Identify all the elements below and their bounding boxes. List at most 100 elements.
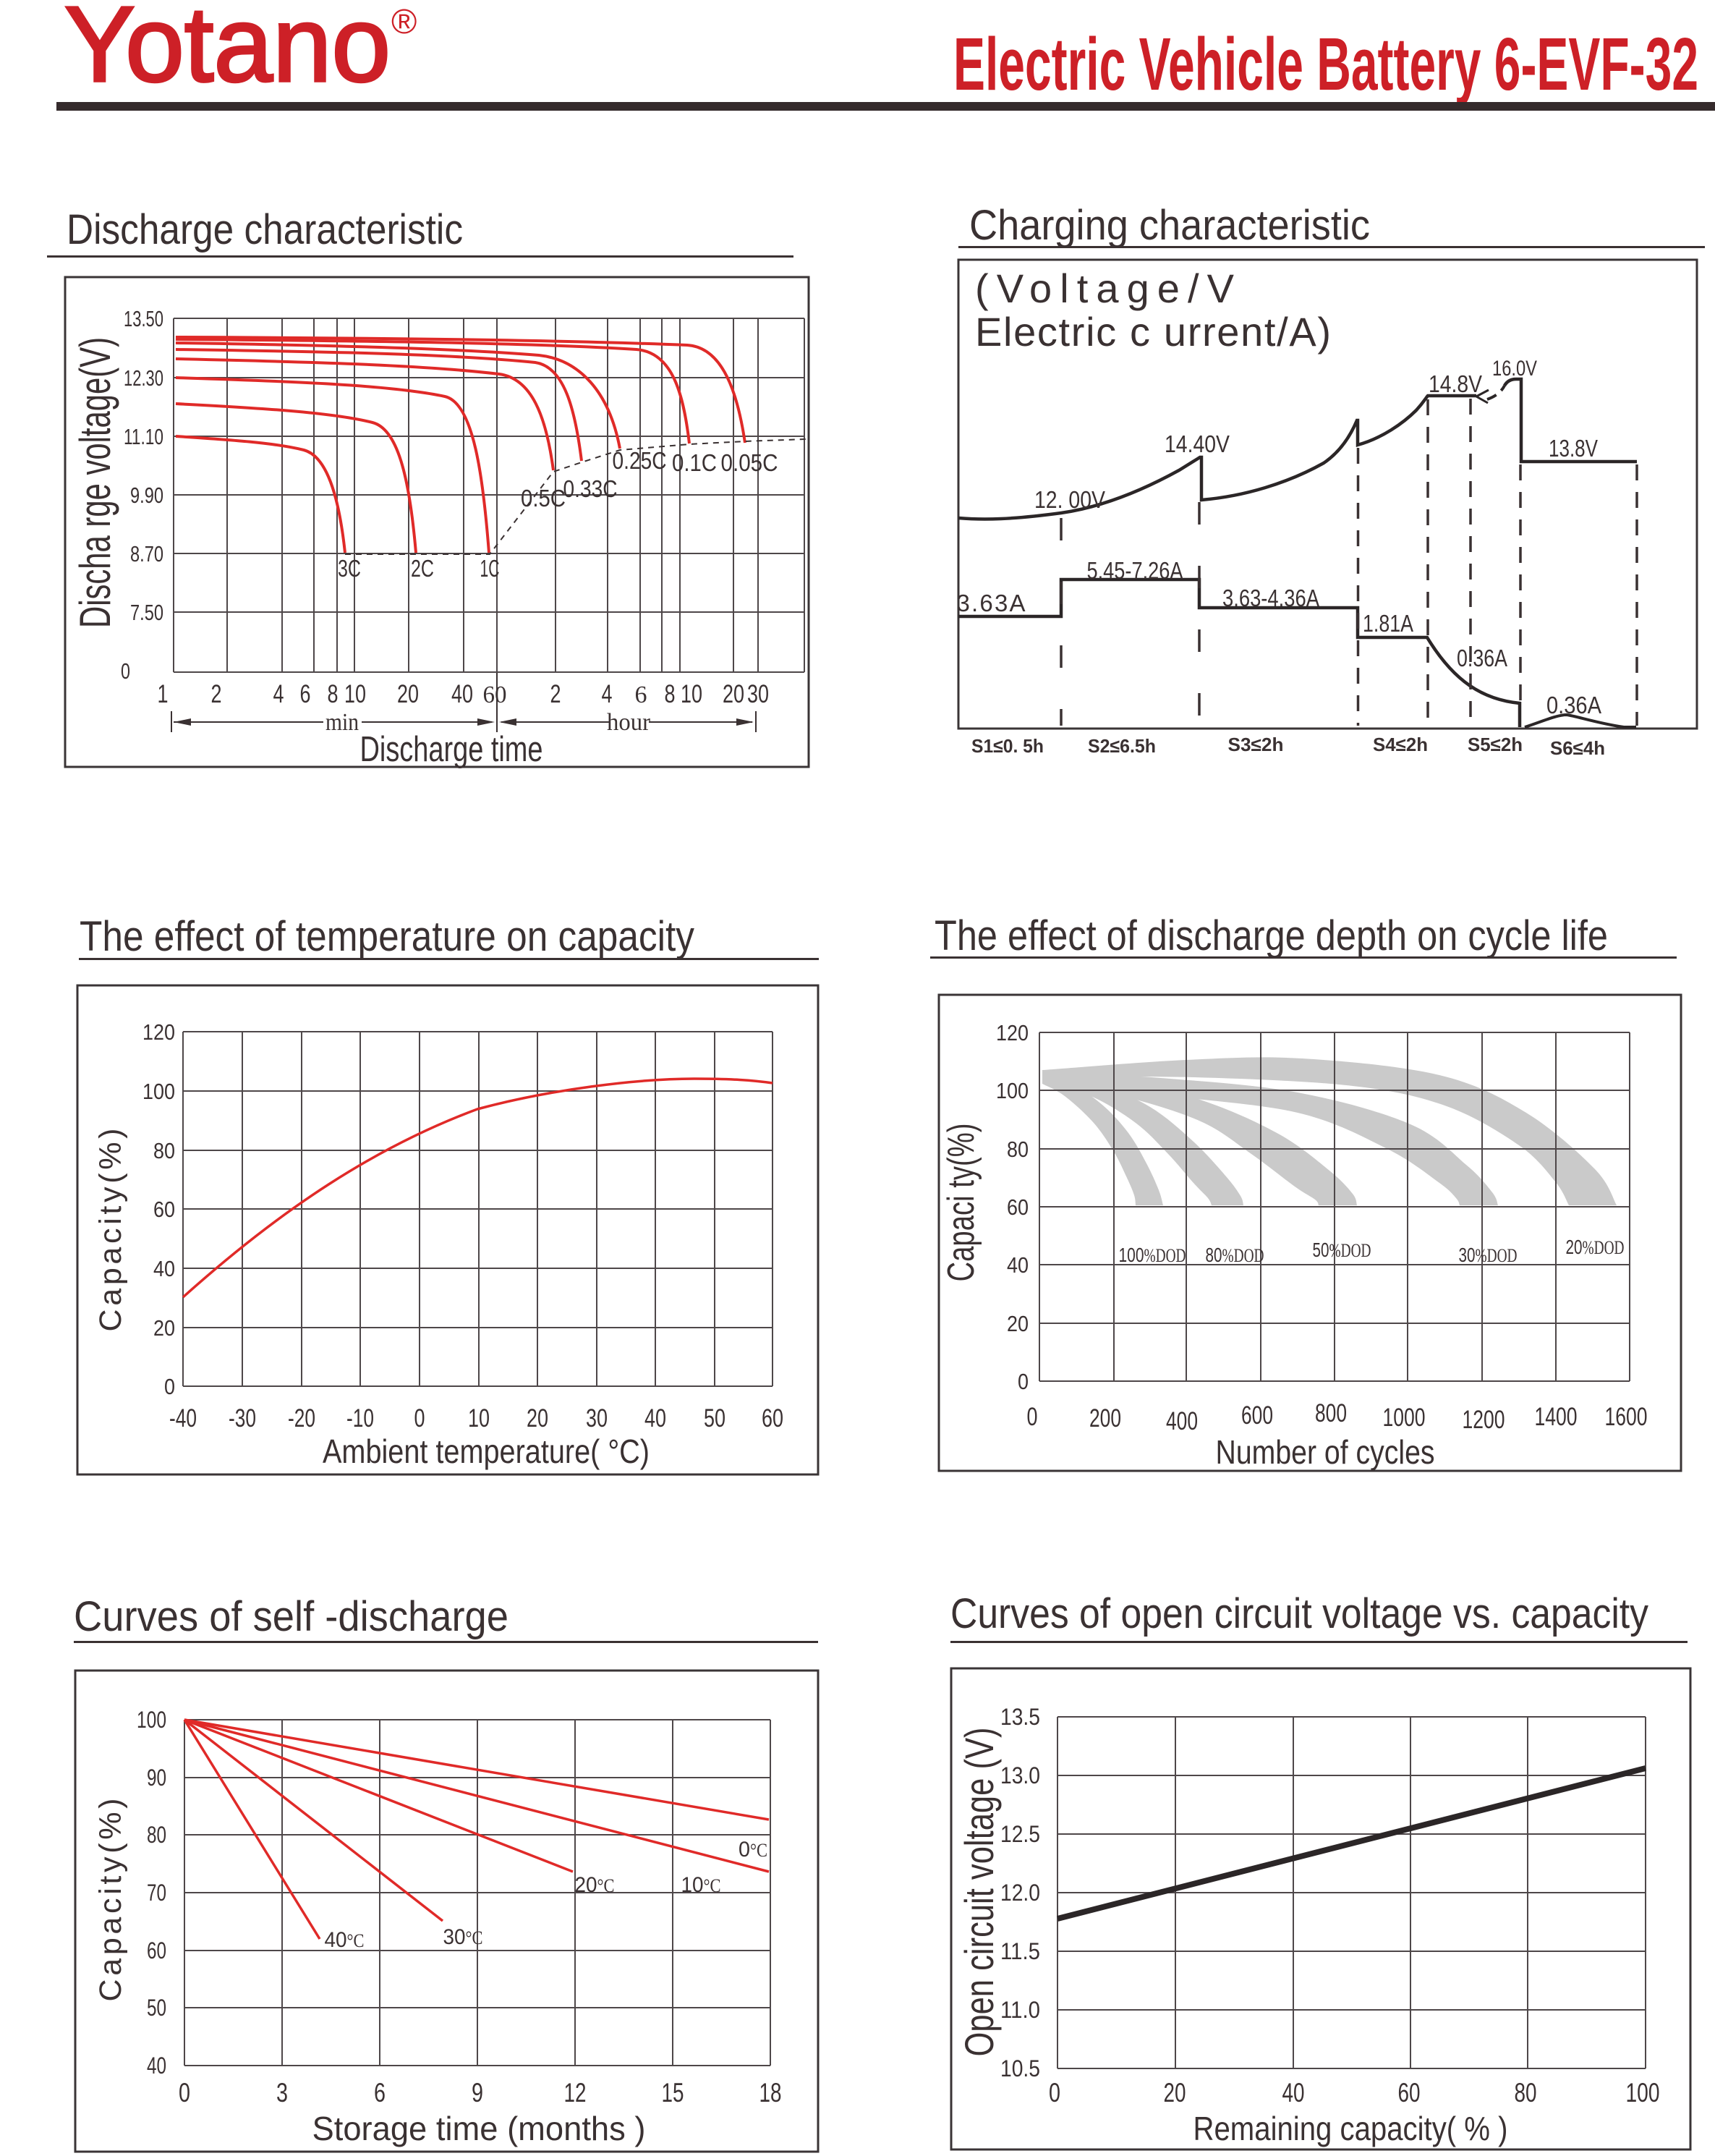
svg-text:S2≤6.5h: S2≤6.5h bbox=[1088, 735, 1156, 757]
svg-text:100: 100 bbox=[996, 1078, 1029, 1103]
svg-text:Electric c urrent/A): Electric c urrent/A) bbox=[975, 309, 1331, 355]
svg-text:min: min bbox=[325, 709, 359, 736]
svg-text:12.30: 12.30 bbox=[124, 365, 163, 391]
svg-text:30: 30 bbox=[747, 680, 769, 708]
svg-text:5.45-7.26A: 5.45-7.26A bbox=[1087, 557, 1183, 584]
svg-text:0.05C: 0.05C bbox=[721, 449, 778, 476]
svg-text:40: 40 bbox=[451, 680, 473, 708]
svg-text:6: 6 bbox=[635, 682, 647, 708]
svg-text:The effect of discharge depth: The effect of discharge depth on cycle l… bbox=[935, 912, 1608, 959]
svg-text:20: 20 bbox=[575, 1873, 597, 1897]
svg-text:3.63-4.36A: 3.63-4.36A bbox=[1222, 585, 1319, 611]
svg-text:800: 800 bbox=[1315, 1399, 1347, 1427]
svg-text:50: 50 bbox=[704, 1404, 725, 1433]
svg-text:12.5: 12.5 bbox=[1000, 1821, 1040, 1847]
svg-text:2: 2 bbox=[211, 680, 222, 708]
svg-text:S6≤4h: S6≤4h bbox=[1550, 737, 1605, 759]
svg-text:0.1C: 0.1C bbox=[672, 449, 717, 476]
svg-text:20: 20 bbox=[723, 680, 744, 708]
svg-text:60: 60 bbox=[1007, 1194, 1029, 1220]
svg-text:120: 120 bbox=[996, 1020, 1029, 1045]
svg-text:13.8V: 13.8V bbox=[1549, 435, 1598, 462]
svg-text:-10: -10 bbox=[346, 1404, 374, 1433]
svg-text:60: 60 bbox=[153, 1197, 175, 1222]
svg-text:80: 80 bbox=[1007, 1137, 1029, 1162]
svg-text:3: 3 bbox=[276, 2078, 288, 2108]
svg-text:0: 0 bbox=[121, 658, 130, 684]
svg-text:0: 0 bbox=[1027, 1403, 1038, 1431]
svg-text:20: 20 bbox=[153, 1315, 175, 1341]
svg-text:Remaining capacity( % ): Remaining capacity( % ) bbox=[1193, 2110, 1508, 2147]
svg-text:80: 80 bbox=[147, 1822, 166, 1848]
svg-text:14.40V: 14.40V bbox=[1165, 430, 1230, 457]
svg-text:80: 80 bbox=[1515, 2078, 1537, 2108]
svg-text:11.5: 11.5 bbox=[1000, 1938, 1040, 1964]
svg-text:°C: °C bbox=[704, 1875, 721, 1896]
svg-text:The effect of temperature on c: The effect of temperature on capacity bbox=[80, 913, 694, 960]
svg-text:Capacity(%): Capacity(%) bbox=[93, 1799, 128, 2002]
svg-text:20: 20 bbox=[1007, 1311, 1029, 1336]
svg-text:80: 80 bbox=[153, 1138, 175, 1163]
svg-text:2: 2 bbox=[550, 680, 561, 708]
svg-text:80: 80 bbox=[1206, 1244, 1222, 1266]
svg-text:Capacity(%): Capacity(%) bbox=[93, 1129, 128, 1332]
svg-text:0: 0 bbox=[739, 1838, 750, 1862]
svg-text:600: 600 bbox=[1241, 1401, 1273, 1430]
svg-text:1600: 1600 bbox=[1605, 1403, 1648, 1431]
svg-text:11.0: 11.0 bbox=[1000, 1997, 1040, 2023]
svg-text:%DOD: %DOD bbox=[1583, 1237, 1625, 1258]
svg-text:1200: 1200 bbox=[1463, 1406, 1505, 1434]
svg-text:Discharge characteristic: Discharge characteristic bbox=[67, 206, 463, 253]
svg-text:-20: -20 bbox=[288, 1404, 315, 1433]
svg-text:1: 1 bbox=[158, 680, 169, 708]
svg-text:15: 15 bbox=[662, 2078, 684, 2108]
svg-text:9.90: 9.90 bbox=[130, 483, 163, 508]
svg-text:0: 0 bbox=[179, 2078, 190, 2108]
svg-text:100: 100 bbox=[1626, 2078, 1660, 2108]
svg-text:3C: 3C bbox=[338, 555, 361, 582]
svg-text:12.0: 12.0 bbox=[1000, 1880, 1040, 1906]
svg-text:2C: 2C bbox=[411, 555, 434, 582]
svg-text:°C: °C bbox=[347, 1930, 365, 1951]
svg-text:Open circuit voltage (V): Open circuit voltage (V) bbox=[956, 1728, 1002, 2057]
svg-text:(Voltage/V: (Voltage/V bbox=[975, 266, 1235, 311]
svg-text:9: 9 bbox=[472, 2078, 483, 2108]
svg-text:12: 12 bbox=[564, 2078, 587, 2108]
svg-text:14.8V: 14.8V bbox=[1429, 370, 1482, 397]
svg-text:40: 40 bbox=[147, 2053, 166, 2079]
svg-text:13.0: 13.0 bbox=[1000, 1762, 1040, 1788]
svg-text:13.50: 13.50 bbox=[124, 306, 163, 331]
svg-text:20: 20 bbox=[527, 1404, 548, 1433]
svg-text:0: 0 bbox=[414, 1404, 425, 1433]
svg-text:°C: °C bbox=[597, 1875, 615, 1896]
svg-text:50: 50 bbox=[147, 1995, 166, 2021]
svg-text:10: 10 bbox=[468, 1404, 490, 1433]
svg-text:70: 70 bbox=[147, 1880, 166, 1906]
svg-text:60: 60 bbox=[483, 682, 507, 708]
svg-text:8.70: 8.70 bbox=[130, 541, 163, 566]
svg-text:Capaci ty(%): Capaci ty(%) bbox=[940, 1124, 982, 1282]
svg-text:30: 30 bbox=[443, 1925, 466, 1949]
svg-text:7.50: 7.50 bbox=[130, 600, 163, 625]
svg-text:12. 00V: 12. 00V bbox=[1034, 486, 1105, 513]
svg-text:0.33C: 0.33C bbox=[563, 475, 618, 502]
svg-text:1400: 1400 bbox=[1535, 1403, 1578, 1431]
svg-text:100: 100 bbox=[1119, 1244, 1144, 1266]
svg-text:1000: 1000 bbox=[1383, 1404, 1426, 1432]
svg-text:Curves of self -discharge: Curves of self -discharge bbox=[74, 1593, 508, 1640]
svg-text:Discha rge voltage(V): Discha rge voltage(V) bbox=[71, 337, 119, 628]
svg-text:0.36A: 0.36A bbox=[1457, 645, 1507, 671]
svg-text:-40: -40 bbox=[169, 1404, 197, 1433]
svg-text:1C: 1C bbox=[480, 555, 500, 582]
svg-text:13.5: 13.5 bbox=[1000, 1704, 1040, 1730]
svg-text:0.25C: 0.25C bbox=[613, 447, 667, 474]
svg-text:10.5: 10.5 bbox=[1000, 2055, 1040, 2081]
svg-text:18: 18 bbox=[759, 2078, 782, 2108]
svg-text:20: 20 bbox=[1164, 2078, 1186, 2108]
svg-text:50: 50 bbox=[1313, 1239, 1329, 1261]
svg-text:400: 400 bbox=[1166, 1407, 1198, 1435]
svg-text:0: 0 bbox=[1018, 1369, 1029, 1394]
svg-text:11.10: 11.10 bbox=[124, 424, 163, 449]
svg-text:40: 40 bbox=[1282, 2078, 1305, 2108]
svg-text:®: ® bbox=[391, 3, 417, 41]
